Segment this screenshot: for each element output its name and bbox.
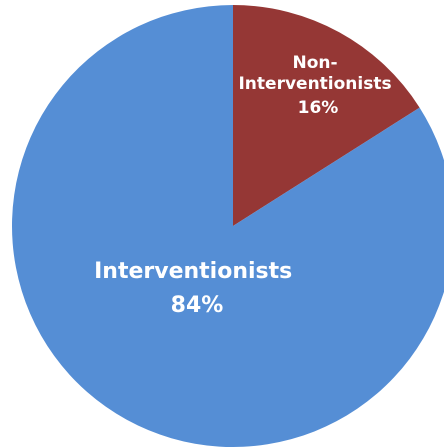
pie-labels: Non- Interventionists 16% Interventionis… — [94, 53, 397, 318]
slice-label-non-interventionists: Non- Interventionists 16% — [238, 53, 397, 118]
pie-slices — [12, 5, 444, 447]
pie-slice-interventionists — [12, 5, 444, 447]
slice-value-interventionists: 84% — [171, 293, 224, 318]
slice-label-interventionists: Interventionists 84% — [94, 259, 300, 318]
slice-value-non-interventionists: 16% — [298, 98, 339, 118]
pie-slice-non-interventionists — [233, 5, 420, 226]
